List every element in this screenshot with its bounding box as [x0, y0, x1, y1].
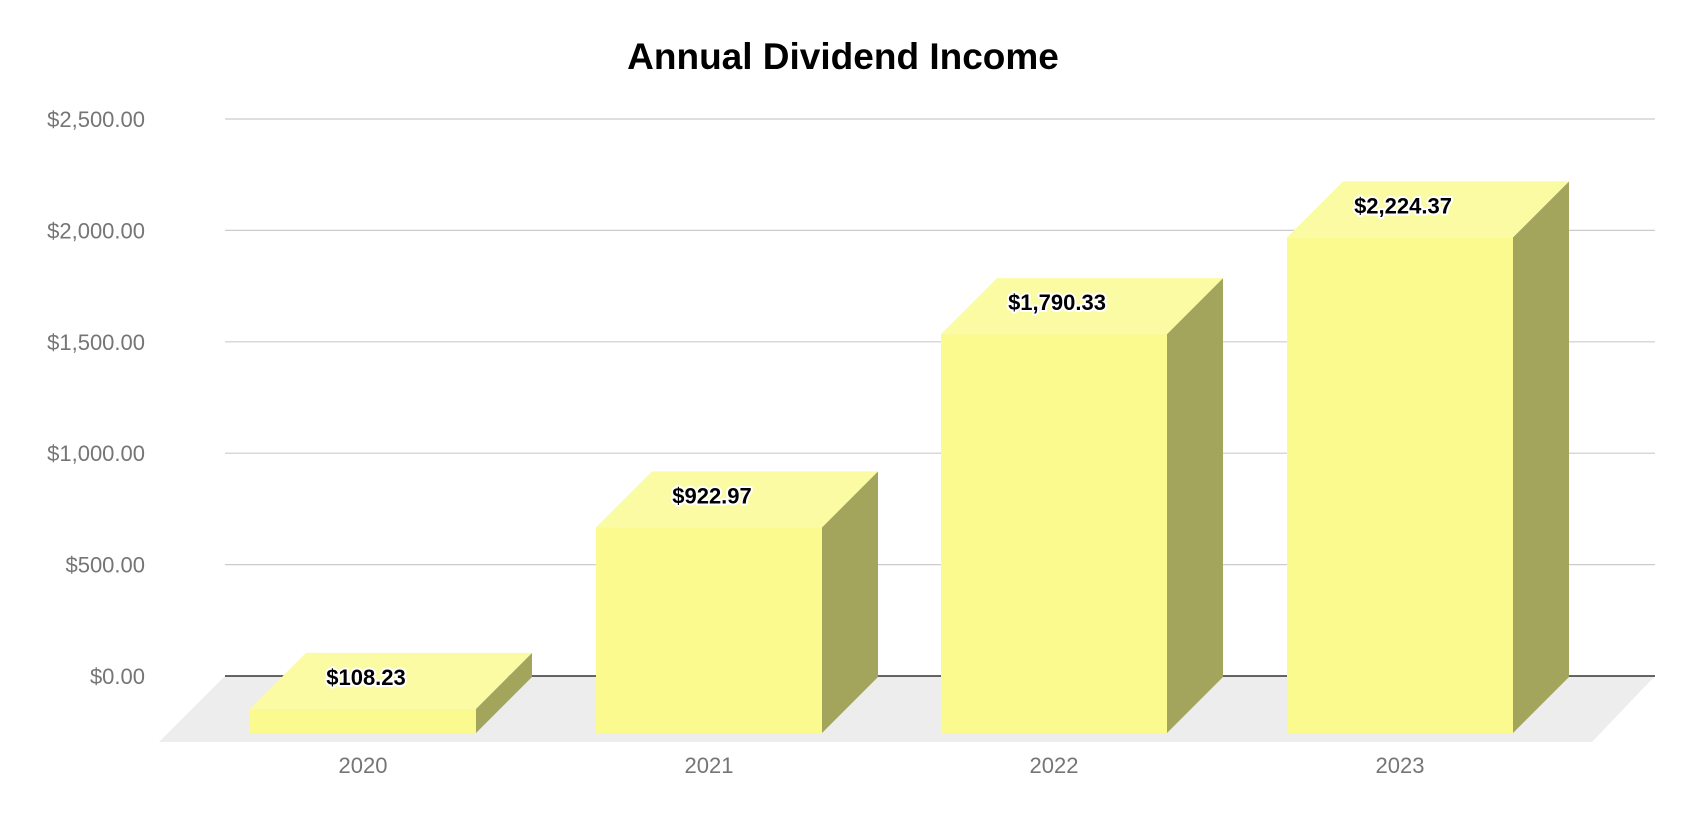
y-axis: $0.00 $500.00 $1,000.00 $1,500.00 $2,000.00 $…: [47, 107, 145, 689]
bar-front: [1287, 237, 1513, 733]
bar-top: [596, 471, 878, 528]
chart-title: Annual Dividend Income: [627, 36, 1059, 77]
data-label: $922.97: [672, 483, 752, 508]
bar-top: [941, 278, 1223, 335]
y-tick-label: $500.00: [65, 553, 145, 578]
bar-2022: [941, 278, 1223, 733]
bar-side: [1513, 181, 1569, 733]
bar-2020: [250, 652, 532, 733]
data-labels: $108.23 $922.97 $1,790.33 $2,224.37: [324, 191, 1454, 691]
bars: [250, 181, 1569, 733]
y-tick-label: $2,500.00: [47, 107, 145, 132]
x-tick-label: 2023: [1376, 753, 1425, 778]
x-tick-label: 2020: [339, 753, 388, 778]
bar-front: [941, 334, 1167, 733]
data-label: $108.23: [326, 665, 406, 690]
y-tick-label: $0.00: [90, 664, 145, 689]
x-tick-label: 2022: [1030, 753, 1079, 778]
bar-side: [476, 652, 532, 733]
bar-2021: [596, 471, 878, 733]
x-axis: 2020 2021 2022 2023: [339, 753, 1425, 778]
data-label: $1,790.33: [1008, 290, 1106, 315]
bar-side: [1167, 278, 1223, 733]
bar-2023: [1287, 181, 1569, 733]
bar-front: [250, 708, 476, 733]
bar-front: [596, 527, 822, 733]
bar-side: [822, 471, 878, 733]
y-tick-label: $2,000.00: [47, 218, 145, 243]
bar-top: [250, 652, 532, 709]
chart-floor: [159, 676, 1655, 742]
floor-layer: [159, 676, 1655, 742]
data-label: $2,224.37: [1354, 193, 1452, 218]
y-tick-label: $1,000.00: [47, 441, 145, 466]
y-tick-label: $1,500.00: [47, 330, 145, 355]
x-tick-label: 2021: [685, 753, 734, 778]
bar-top: [1287, 181, 1569, 238]
